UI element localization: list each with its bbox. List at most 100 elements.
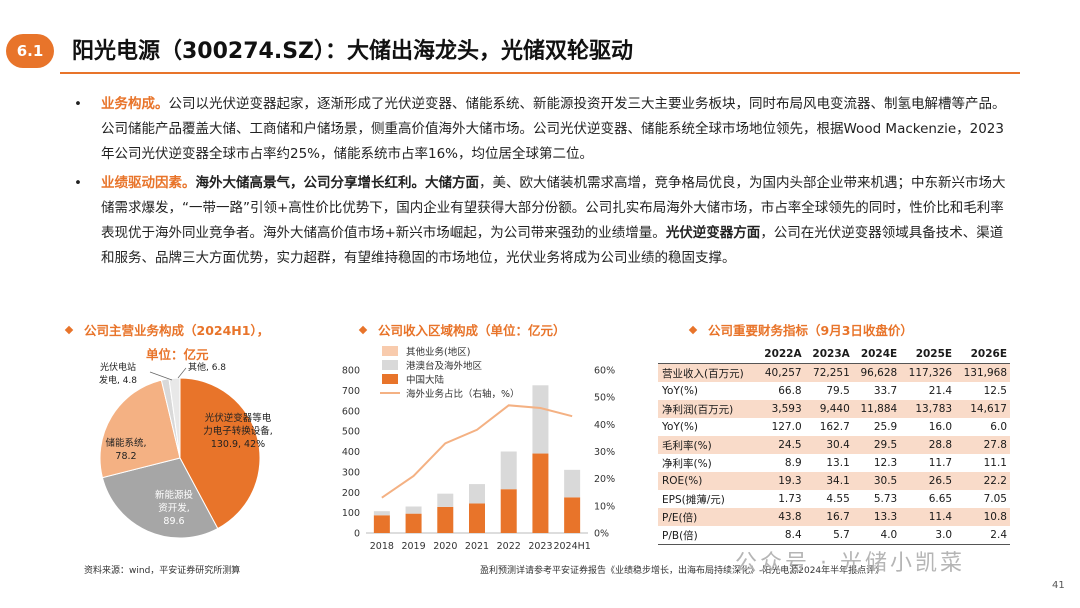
table-header-cell: 2026E bbox=[955, 345, 1010, 364]
table-cell: 7.05 bbox=[983, 493, 1007, 505]
table-cell: 16.0 bbox=[928, 421, 953, 433]
table-row: ROE(%) 19.3 34.1 30.5 26.5 22.2 bbox=[658, 472, 1010, 490]
y-tick-label: 700 bbox=[342, 386, 360, 397]
x-tick-label: 2024H1 bbox=[553, 541, 590, 552]
table-cell: 162.7 bbox=[819, 421, 850, 433]
table-cell: 14,617 bbox=[955, 400, 1010, 418]
bold-phrase: 海外大储高景气，公司分享增长红利。 bbox=[195, 175, 426, 191]
table-cell: 5.73 bbox=[873, 493, 898, 505]
table-cell: 131,968 bbox=[955, 363, 1010, 382]
pie-label: 新能源投资开发, 89.6 bbox=[155, 489, 194, 527]
table-cell: ROE(%) bbox=[658, 472, 757, 490]
table-cell: 11.1 bbox=[983, 457, 1007, 469]
table-header-cell: 2025E bbox=[900, 345, 956, 364]
table-cell: 79.5 bbox=[826, 385, 850, 397]
bar-chart-title: 公司收入区域构成（单位：亿元） bbox=[358, 320, 566, 339]
table-cell: P/E(倍) bbox=[658, 508, 757, 526]
table-cell: 2.4 bbox=[955, 526, 1010, 545]
table-cell: 净利润(百万元) bbox=[658, 400, 757, 418]
table-header-row: 2022A 2023A 2024E 2025E 2026E bbox=[658, 345, 1010, 364]
pie-slice bbox=[179, 377, 261, 530]
diamond-icon bbox=[688, 325, 698, 334]
table-cell: 6.65 bbox=[928, 493, 953, 505]
bullet-dot: • bbox=[74, 96, 82, 112]
x-tick-label: 2018 bbox=[370, 541, 394, 552]
y-tick-label: 800 bbox=[342, 366, 360, 377]
pie-label: 光伏电站发电, 4.8 bbox=[99, 361, 137, 386]
bullet-drivers: • 业绩驱动因素。海外大储高景气，公司分享增长红利。大储方面，美、欧大储装机需求… bbox=[74, 171, 1014, 271]
table-cell: 4.55 bbox=[826, 493, 850, 505]
table-cell: 4.0 bbox=[852, 526, 901, 545]
source-left: 资料来源：wind，平安证券研究所测算 bbox=[84, 566, 241, 576]
y2-tick-label: 20% bbox=[594, 474, 615, 485]
section-badge: 6.1 bbox=[6, 34, 54, 68]
bullet-business: • 业务构成。公司以光伏逆变器起家，逐渐形成了光伏逆变器、储能系统、新能源投资开… bbox=[74, 92, 1014, 167]
pie-slice bbox=[99, 379, 181, 479]
y-tick-label: 500 bbox=[342, 427, 360, 438]
bullet-text: 公司以光伏逆变器起家，逐渐形成了光伏逆变器、储能系统、新能源投资开发三大主要业务… bbox=[101, 96, 1006, 162]
pie-label: 储能系统, 78.2 bbox=[105, 437, 146, 462]
table-cell: 8.4 bbox=[756, 526, 805, 545]
legend-label: 港澳台及海外地区 bbox=[406, 360, 483, 372]
bar-segment bbox=[500, 451, 517, 490]
table-cell: YoY(%) bbox=[662, 385, 699, 397]
table-cell: 12.3 bbox=[873, 457, 898, 469]
pie-slice bbox=[101, 457, 219, 539]
table-row: P/E(倍) 43.8 16.7 13.3 11.4 10.8 bbox=[658, 508, 1010, 526]
table-header-cell: 2022A bbox=[756, 345, 805, 364]
table-cell: 16.7 bbox=[804, 508, 853, 526]
bar-segment bbox=[437, 506, 454, 533]
y2-tick-label: 40% bbox=[594, 420, 615, 431]
table-cell: 25.9 bbox=[873, 421, 898, 433]
pie-leader-line bbox=[149, 371, 173, 381]
bullet-dot: • bbox=[74, 175, 82, 191]
bar-segment bbox=[469, 503, 485, 533]
bar-segment bbox=[405, 513, 422, 533]
bar-segment bbox=[500, 489, 517, 533]
table-cell: 5.7 bbox=[804, 526, 853, 545]
table-cell: 11.7 bbox=[928, 457, 953, 469]
bullet-list: • 业务构成。公司以光伏逆变器起家，逐渐形成了光伏逆变器、储能系统、新能源投资开… bbox=[74, 92, 1014, 275]
table-cell: 26.5 bbox=[900, 472, 956, 490]
table-cell: 117,326 bbox=[900, 363, 956, 382]
table-cell: 96,628 bbox=[852, 363, 901, 382]
table-cell: EPS(摊薄/元) bbox=[662, 493, 725, 506]
legend-label: 其他业务(地区) bbox=[406, 346, 470, 358]
y-tick-label: 300 bbox=[342, 467, 360, 478]
table-cell: 11,884 bbox=[852, 400, 901, 418]
pie-label: 其他, 6.8 bbox=[188, 361, 226, 373]
bar-segment bbox=[564, 469, 581, 498]
pie-title-unit: 单位：亿元 bbox=[146, 347, 209, 362]
table-cell: 毛利率(%) bbox=[658, 436, 757, 454]
legend-label: 海外业务占比（右轴，%） bbox=[406, 388, 520, 400]
bar-segment bbox=[437, 493, 454, 507]
watermark: 公众号 · 光储小凯菜 bbox=[735, 551, 965, 576]
pie-label: 光伏逆变器等电力电子转换设备, 130.9, 42% bbox=[203, 412, 273, 450]
pie-chart: 光伏逆变器等电力电子转换设备, 130.9, 42% 新能源投资开发, 89.6 储能系… bbox=[99, 361, 273, 539]
bold-phrase: 光伏逆变器方面 bbox=[665, 225, 761, 241]
bar-segment bbox=[564, 497, 581, 533]
table-cell: 34.1 bbox=[804, 472, 853, 490]
bullet-text: ，公司在光伏逆变器领域具备技术、渠道和服务、品牌三大方面优势，实力超群，有望维持… bbox=[101, 225, 1004, 266]
table-cell: 10.8 bbox=[955, 508, 1010, 526]
y-tick-label: 0 bbox=[354, 529, 360, 540]
y-tick-label: 200 bbox=[342, 488, 360, 499]
table-cell: 13,783 bbox=[900, 400, 956, 418]
table-cell: YoY(%) bbox=[662, 421, 699, 433]
table-header-cell: 2024E bbox=[852, 345, 901, 364]
table-cell: 21.4 bbox=[928, 385, 953, 397]
table-cell: 8.9 bbox=[784, 457, 802, 469]
financial-table: 2022A 2023A 2024E 2025E 2026E 营业收入(百万元) 40,25… bbox=[658, 345, 1010, 545]
table-cell: 43.8 bbox=[756, 508, 805, 526]
bullet-text: ，美、欧大储装机需求高增，竞争格局优良，为国内头部企业带来机遇；中东新兴市场大储… bbox=[101, 175, 1006, 241]
legend-swatch bbox=[382, 360, 398, 370]
table-cell: 9,440 bbox=[804, 400, 853, 418]
x-tick-label: 2019 bbox=[401, 541, 425, 552]
table-cell: 30.4 bbox=[804, 436, 853, 454]
title-divider bbox=[60, 72, 1020, 74]
diamond-icon bbox=[358, 325, 368, 334]
x-tick-label: 2021 bbox=[465, 541, 489, 552]
y2-tick-label: 30% bbox=[594, 447, 615, 458]
legend-swatch bbox=[382, 374, 398, 384]
table-cell: 40,257 bbox=[756, 363, 805, 382]
